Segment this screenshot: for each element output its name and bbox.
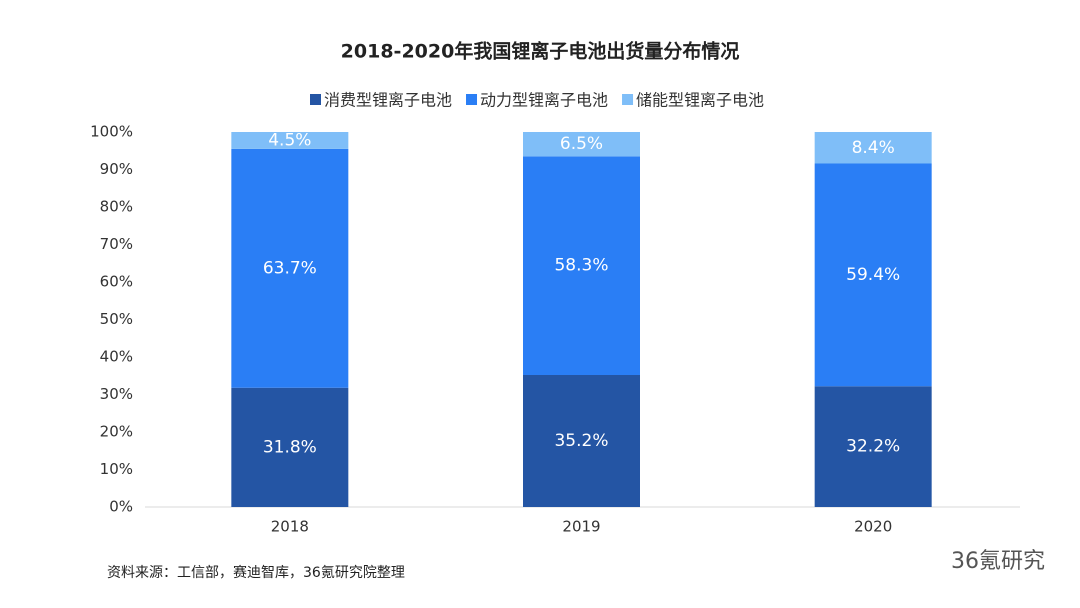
value-label: 8.4% [852, 138, 895, 158]
legend-swatch [310, 94, 321, 105]
bar-segment [814, 386, 932, 507]
value-label: 63.7% [263, 258, 317, 278]
y-tick-label: 40% [100, 348, 133, 366]
y-tick-label: 70% [100, 235, 133, 253]
x-tick-label: 2020 [854, 518, 892, 536]
value-label: 35.2% [554, 431, 608, 451]
source-note: 资料来源：工信部，赛迪智库，36氪研究院整理 [107, 565, 405, 581]
bar-segment [231, 148, 349, 388]
bar-segment [231, 387, 349, 507]
value-label: 31.8% [263, 437, 317, 457]
legend-label: 动力型锂离子电池 [480, 91, 608, 110]
y-tick-label: 60% [100, 273, 133, 291]
y-tick-label: 100% [90, 123, 133, 141]
x-tick-label: 2019 [562, 518, 600, 536]
chart-title: 2018-2020年我国锂离子电池出货量分布情况 [341, 40, 740, 63]
x-tick-label: 2018 [271, 518, 309, 536]
watermark: 36氪研究 [951, 549, 1045, 574]
value-label: 58.3% [554, 256, 608, 276]
bar-segment [523, 132, 640, 157]
bar-segment [523, 375, 640, 507]
y-tick-label: 80% [100, 198, 133, 216]
bar-segment [231, 132, 349, 149]
legend-swatch [622, 94, 634, 105]
bar-segment [814, 163, 932, 387]
legend-label: 消费型锂离子电池 [324, 91, 452, 110]
bar-segment [814, 132, 932, 164]
y-tick-label: 10% [100, 460, 133, 478]
value-label: 32.2% [846, 437, 900, 457]
legend-label: 储能型锂离子电池 [636, 91, 764, 110]
y-tick-label: 0% [109, 498, 133, 516]
value-label: 6.5% [560, 134, 603, 154]
y-tick-label: 50% [100, 310, 133, 328]
y-tick-label: 20% [100, 423, 133, 441]
value-label: 4.5% [268, 130, 311, 150]
bar-segment [523, 156, 640, 375]
value-label: 59.4% [846, 265, 900, 285]
y-tick-label: 90% [100, 160, 133, 178]
legend-swatch [466, 94, 478, 105]
y-tick-label: 30% [100, 385, 133, 403]
